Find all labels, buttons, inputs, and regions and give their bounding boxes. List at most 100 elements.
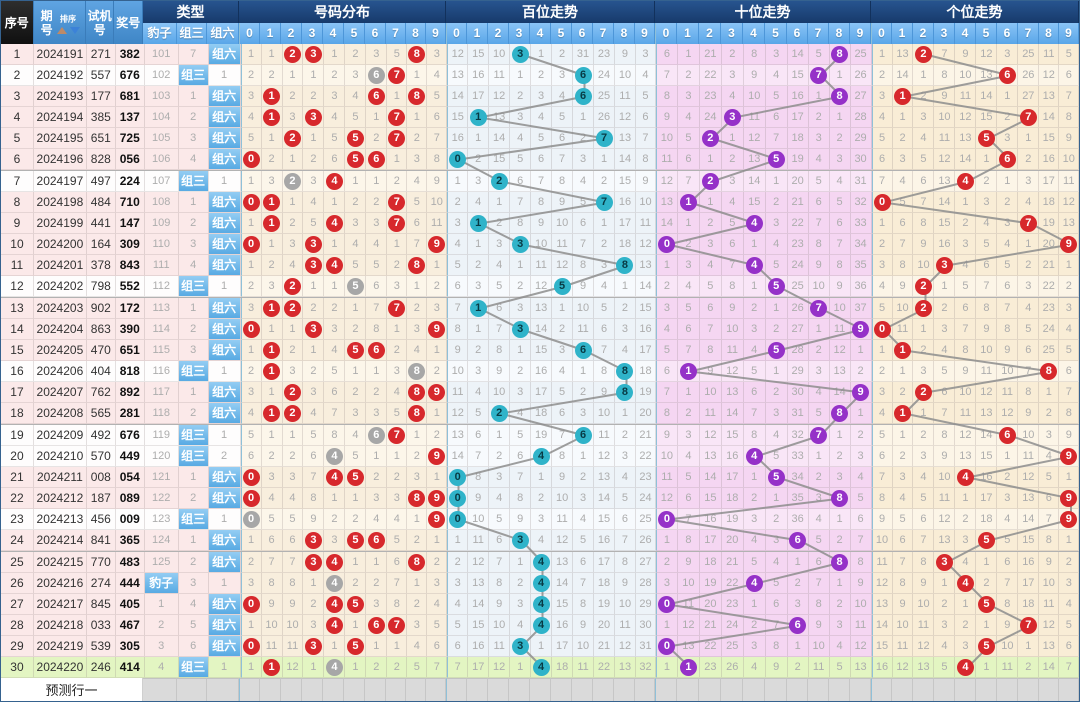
prediction-row: 预测行一 xyxy=(1,678,1079,701)
miss-cell: 12 xyxy=(913,636,935,657)
dist-hit-circle: 5 xyxy=(346,130,364,147)
table-row: 6 2024196 828 056 106 4 组六 0 2 1 2 6 5 6 1 3 8 0 2 15 5 6 7 3 1 1… xyxy=(1,149,1079,170)
tens-hit-circle: 1 xyxy=(679,363,697,380)
dist-hit-circle: 6 xyxy=(367,532,385,549)
miss-cell: 6 xyxy=(892,213,914,234)
tens-hit-circle: 5 xyxy=(767,278,785,295)
period-cell: 2024196 xyxy=(33,149,87,170)
miss-cell: 4 xyxy=(468,192,490,213)
hit-cell: 7 xyxy=(387,615,408,636)
miss-cell: 10 xyxy=(829,298,851,319)
miss-cell: 8 xyxy=(892,573,914,594)
dist-hit-circle: 9 xyxy=(428,321,446,338)
miss-cell: 2 xyxy=(468,149,490,170)
miss-cell: 20 xyxy=(699,594,722,615)
miss-cell: 1 xyxy=(594,213,615,234)
dist-hit-circle: 8 xyxy=(408,384,426,401)
type-hit-cell: 组六 xyxy=(208,255,241,276)
miss-cell: 2 xyxy=(721,149,744,170)
test-num-cell: 902 xyxy=(86,298,116,319)
digit-header: 1 xyxy=(260,23,281,44)
unit-hit-circle: 1 xyxy=(894,88,911,105)
type-miss-cell: 117 xyxy=(144,382,179,403)
miss-cell: 4 xyxy=(531,530,553,551)
miss-cell: 10 xyxy=(677,573,700,594)
miss-cell: 1 xyxy=(699,192,722,213)
hit-cell: 6 xyxy=(573,86,595,107)
miss-cell: 13 xyxy=(955,128,977,149)
miss-cell: 4 xyxy=(1039,446,1060,467)
unit-hit-circle: 2 xyxy=(914,384,932,401)
miss-cell: 13 xyxy=(743,149,766,170)
miss-cell: 6 xyxy=(407,213,428,234)
prediction-empty-cell xyxy=(913,678,934,701)
prize-num-cell: 818 xyxy=(115,361,145,382)
type-hit-cell: 组六 xyxy=(208,594,241,615)
miss-cell: 5 xyxy=(635,86,656,107)
hit-cell: 6 xyxy=(366,149,388,170)
miss-cell: 2 xyxy=(743,488,766,509)
prize-num-cell: 449 xyxy=(115,446,145,467)
miss-cell: 34 xyxy=(850,234,872,255)
unit-hit-circle: 9 xyxy=(1060,448,1078,465)
test-num-cell: 441 xyxy=(86,213,116,234)
miss-cell: 18 xyxy=(721,488,744,509)
sort-asc-icon[interactable] xyxy=(56,26,67,34)
miss-cell: 15 xyxy=(615,171,636,192)
miss-cell: 4 xyxy=(871,276,893,297)
sort-label: 排序 xyxy=(60,14,77,23)
miss-cell: 2 xyxy=(303,298,325,319)
miss-cell: 3 xyxy=(427,573,448,594)
digit-header: 3 xyxy=(721,23,743,44)
miss-cell: 8 xyxy=(955,340,977,361)
dist-hit-circle: 3 xyxy=(304,638,322,655)
miss-cell: 1 xyxy=(240,44,262,65)
miss-cell: 11 xyxy=(955,86,977,107)
hit-cell: 2 xyxy=(282,171,304,192)
hit-cell: 4 xyxy=(531,657,553,678)
miss-cell: 11 xyxy=(677,594,700,615)
miss-cell: 2 xyxy=(552,44,574,65)
miss-cell: 1 xyxy=(976,552,998,573)
dist-hit-circle: 3 xyxy=(304,257,322,274)
miss-cell: 10 xyxy=(721,319,744,340)
miss-cell: 13 xyxy=(468,573,490,594)
miss-cell: 6 xyxy=(324,382,346,403)
miss-cell: 14 xyxy=(552,573,574,594)
tens-hit-circle: 8 xyxy=(831,490,849,507)
miss-cell: 8 xyxy=(427,149,448,170)
period-cell: 2024206 xyxy=(33,361,87,382)
seq-cell: 22 xyxy=(1,488,34,509)
hit-cell: 0 xyxy=(655,234,678,255)
miss-cell: 12 xyxy=(282,657,304,678)
hit-cell: 7 xyxy=(387,425,408,446)
miss-cell: 20 xyxy=(594,615,615,636)
miss-cell: 7 xyxy=(447,298,469,319)
prediction-empty-cell xyxy=(177,678,207,701)
digit-header: 4 xyxy=(323,23,344,44)
dist-hit-circle: 9 xyxy=(428,490,446,507)
period-cell: 2024205 xyxy=(33,340,87,361)
miss-cell: 2 xyxy=(997,467,1019,488)
miss-cell: 8 xyxy=(510,213,532,234)
hit-cell: 2 xyxy=(282,276,304,297)
miss-cell: 1 xyxy=(345,361,367,382)
miss-cell: 3 xyxy=(407,615,428,636)
miss-cell: 2 xyxy=(427,361,448,382)
type-hit-cell: 组六 xyxy=(208,636,241,657)
miss-cell: 26 xyxy=(721,657,744,678)
sort-desc-icon[interactable] xyxy=(69,26,80,34)
dist-hit-circle: 9 xyxy=(428,448,446,465)
test-num-cell: 404 xyxy=(86,361,116,382)
hit-cell: 2 xyxy=(282,44,304,65)
miss-cell: 1 xyxy=(407,107,428,128)
type-hit-cell: 组六 xyxy=(208,234,241,255)
miss-cell: 3 xyxy=(765,530,788,551)
hit-cell: 7 xyxy=(387,298,408,319)
miss-cell: 9 xyxy=(615,44,636,65)
miss-cell: 4 xyxy=(573,171,595,192)
miss-cell: 7 xyxy=(1059,382,1079,403)
test-num-cell: 378 xyxy=(86,255,116,276)
miss-cell: 12 xyxy=(721,361,744,382)
hit-cell: 1 xyxy=(261,361,283,382)
